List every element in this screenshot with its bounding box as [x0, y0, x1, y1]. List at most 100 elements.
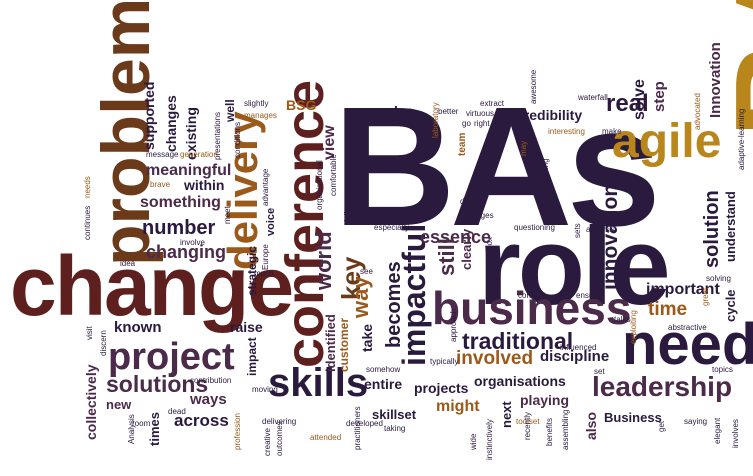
- word-understand: understand: [723, 191, 738, 262]
- word-recently: recently: [523, 411, 532, 440]
- word-typically: typically: [430, 357, 459, 366]
- word-still: still: [434, 238, 459, 276]
- word-practitioners: practitioners: [353, 406, 362, 450]
- word-meaningful: meaningful: [146, 162, 232, 179]
- word-entire: entire: [364, 376, 403, 392]
- word-waterfall: waterfall: [578, 93, 608, 102]
- word-roles: roles: [380, 103, 414, 119]
- word-need: need: [622, 312, 753, 377]
- word-taking: taking: [384, 424, 406, 433]
- word-time: time: [648, 299, 688, 320]
- word-skillset: skillset: [372, 407, 417, 422]
- word-especially: especially: [374, 223, 410, 232]
- word-bsg: BSG: [286, 97, 317, 113]
- word-essence: essence: [420, 227, 492, 247]
- word-halted: halted: [385, 182, 407, 191]
- word-go: go: [462, 119, 471, 128]
- word-right: right: [474, 119, 490, 128]
- word-get: get: [657, 420, 666, 432]
- word-new: new: [106, 397, 132, 412]
- word-assembling: assembling: [561, 409, 570, 450]
- word-see: see: [360, 267, 373, 276]
- word-visit: visit: [85, 326, 94, 340]
- word-impact: impact: [245, 337, 259, 376]
- word-great: great: [701, 287, 710, 306]
- word-known: known: [114, 319, 162, 336]
- word-toolset: toolset: [516, 417, 540, 426]
- word-extract: extract: [480, 99, 505, 108]
- word-real: real: [606, 90, 649, 117]
- word-step: step: [651, 81, 668, 112]
- word-instinctively: instinctively: [485, 419, 494, 460]
- word-advocated: advocated: [693, 93, 702, 130]
- word-voice: voice: [265, 207, 277, 236]
- word-interesting: interesting: [548, 127, 585, 136]
- word-saying: saying: [684, 417, 708, 426]
- word-solutions: solutions: [106, 371, 209, 397]
- word-ensure: ensure: [576, 291, 601, 300]
- word-role: role: [478, 205, 671, 328]
- word-topics: topics: [712, 365, 733, 374]
- word-stages: stages: [470, 211, 494, 220]
- word-generation: generation: [180, 150, 218, 159]
- word-concern: concern: [518, 291, 547, 300]
- word-delivering: delivering: [262, 417, 297, 426]
- word-agile: agile: [612, 115, 722, 168]
- word-traditional: traditional: [462, 328, 574, 354]
- word-take: take: [359, 323, 375, 352]
- word-identified: identified: [323, 314, 338, 372]
- word-skills: skills: [268, 361, 369, 405]
- word-important: important: [646, 281, 720, 298]
- word-brave: brave: [150, 180, 171, 189]
- word-within: within: [184, 177, 225, 193]
- word-approach: approach: [449, 308, 458, 342]
- word-raise: raise: [230, 319, 263, 335]
- word-innovation-cap: Innovation: [707, 42, 724, 118]
- word-needs: needs: [83, 176, 92, 198]
- word-changing: changing: [146, 242, 226, 262]
- word-team: team: [457, 132, 468, 156]
- word-business-cap: Business: [604, 410, 662, 425]
- word-better: better: [438, 107, 459, 116]
- word-virtuous: virtuous: [466, 109, 495, 118]
- word-laboratory: laboratory: [431, 102, 440, 138]
- word-involved: involved: [456, 348, 534, 369]
- word-across: across: [174, 411, 229, 430]
- word-make: make: [602, 127, 622, 136]
- word-discipline: discipline: [540, 348, 610, 365]
- word-creative: creative: [263, 427, 272, 456]
- word-questioning: questioning: [514, 223, 555, 232]
- word-solving: solving: [706, 274, 731, 283]
- word-somehow: somehow: [366, 365, 401, 374]
- word-awesome: awesome: [529, 69, 538, 104]
- word-analysis-cap: Analysis: [127, 414, 136, 444]
- word-becomes: becomes: [383, 261, 405, 348]
- word-abstractive: abstractive: [668, 323, 707, 332]
- word-continues: continues: [83, 205, 92, 240]
- word-something: something: [140, 194, 221, 211]
- word-well: well: [223, 99, 237, 122]
- word-discern: discern: [99, 330, 108, 356]
- word-embedding: embedding: [541, 158, 550, 198]
- word-involves: involves: [731, 419, 740, 448]
- word-world: world: [311, 231, 336, 290]
- word-meet: meet: [223, 206, 232, 224]
- word-project: project: [108, 336, 235, 378]
- word-supported: supported: [141, 81, 157, 150]
- word-business: business: [432, 282, 632, 334]
- word-europe: Europe: [261, 244, 270, 270]
- word-moving: moving: [252, 385, 278, 394]
- word-clearly: clearly: [459, 228, 474, 270]
- word-outcomes: outcomes: [275, 421, 284, 456]
- word-organisations: organisations: [474, 373, 566, 389]
- word-next: next: [499, 401, 514, 428]
- word-developed: developed: [346, 419, 383, 428]
- word-deliver: deliver: [343, 200, 352, 224]
- word-exploiting: exploiting: [629, 310, 638, 344]
- word-much: much: [254, 269, 274, 278]
- word-collectively: collectively: [83, 364, 99, 441]
- word-playing: playing: [520, 392, 570, 408]
- word-may: may: [519, 140, 528, 156]
- word-involve: involve: [180, 238, 205, 247]
- word-innovation: innovation: [599, 183, 622, 290]
